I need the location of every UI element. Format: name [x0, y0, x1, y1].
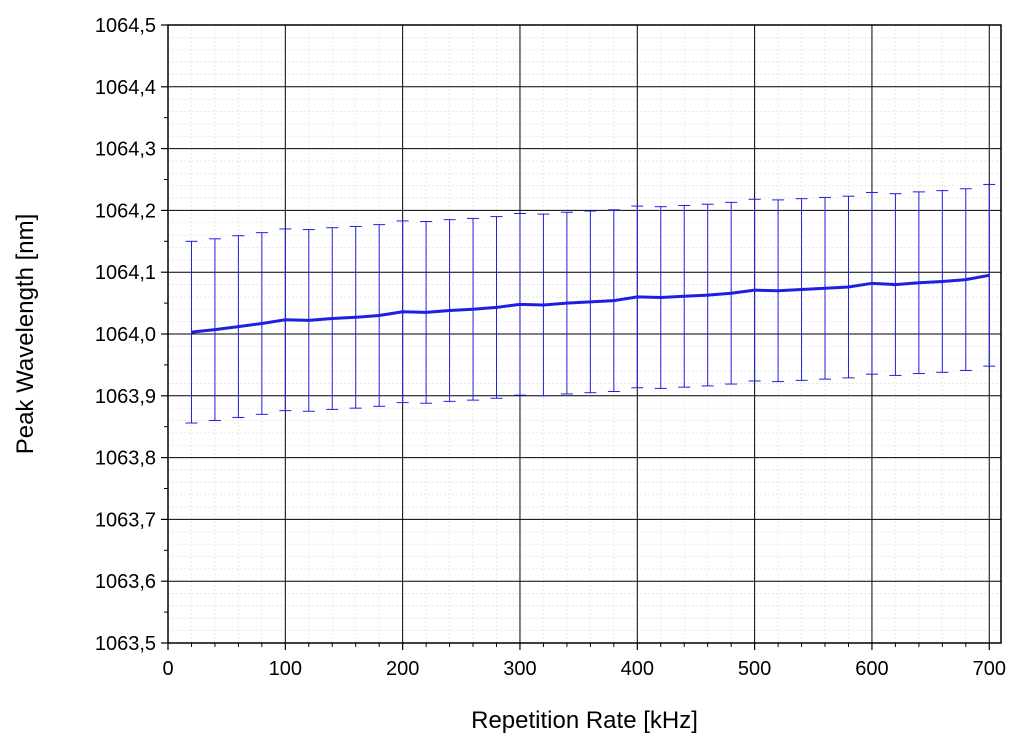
data-series-line	[191, 273, 990, 334]
y-tick-label: 1063,9	[95, 386, 156, 408]
y-tick-label: 1064,4	[95, 77, 156, 99]
x-tick-label: 700	[973, 658, 1006, 680]
y-tick-label: 1064,0	[95, 324, 156, 346]
y-tick-label: 1064,3	[95, 139, 156, 161]
x-tick-label: 300	[503, 658, 536, 680]
error-bars	[185, 183, 996, 424]
x-tick-label: 400	[621, 658, 654, 680]
y-tick-label: 1064,1	[95, 262, 156, 284]
y-axis-ticks: 1063,5 1063,6 1063,7 1063,8 1063,9 1064,0 1064…	[95, 15, 168, 655]
x-tick-label: 600	[855, 658, 888, 680]
x-tick-label: 100	[269, 658, 302, 680]
y-tick-label: 1063,6	[95, 571, 156, 593]
y-tick-label: 1063,7	[95, 509, 156, 531]
y-tick-label: 1064,5	[95, 15, 156, 37]
x-tick-label: 500	[738, 658, 771, 680]
major-grid	[168, 25, 1001, 643]
y-axis-label: Peak Wavelength [nm]	[12, 214, 39, 455]
x-axis-ticks: 0 100 200 300 400 500 600 700	[162, 643, 1006, 680]
y-tick-label: 1063,8	[95, 448, 156, 470]
x-axis-label: Repetition Rate [kHz]	[471, 707, 698, 734]
x-tick-label: 200	[386, 658, 419, 680]
y-tick-label: 1064,2	[95, 200, 156, 222]
y-tick-label: 1063,5	[95, 633, 156, 655]
x-tick-label: 0	[162, 658, 173, 680]
